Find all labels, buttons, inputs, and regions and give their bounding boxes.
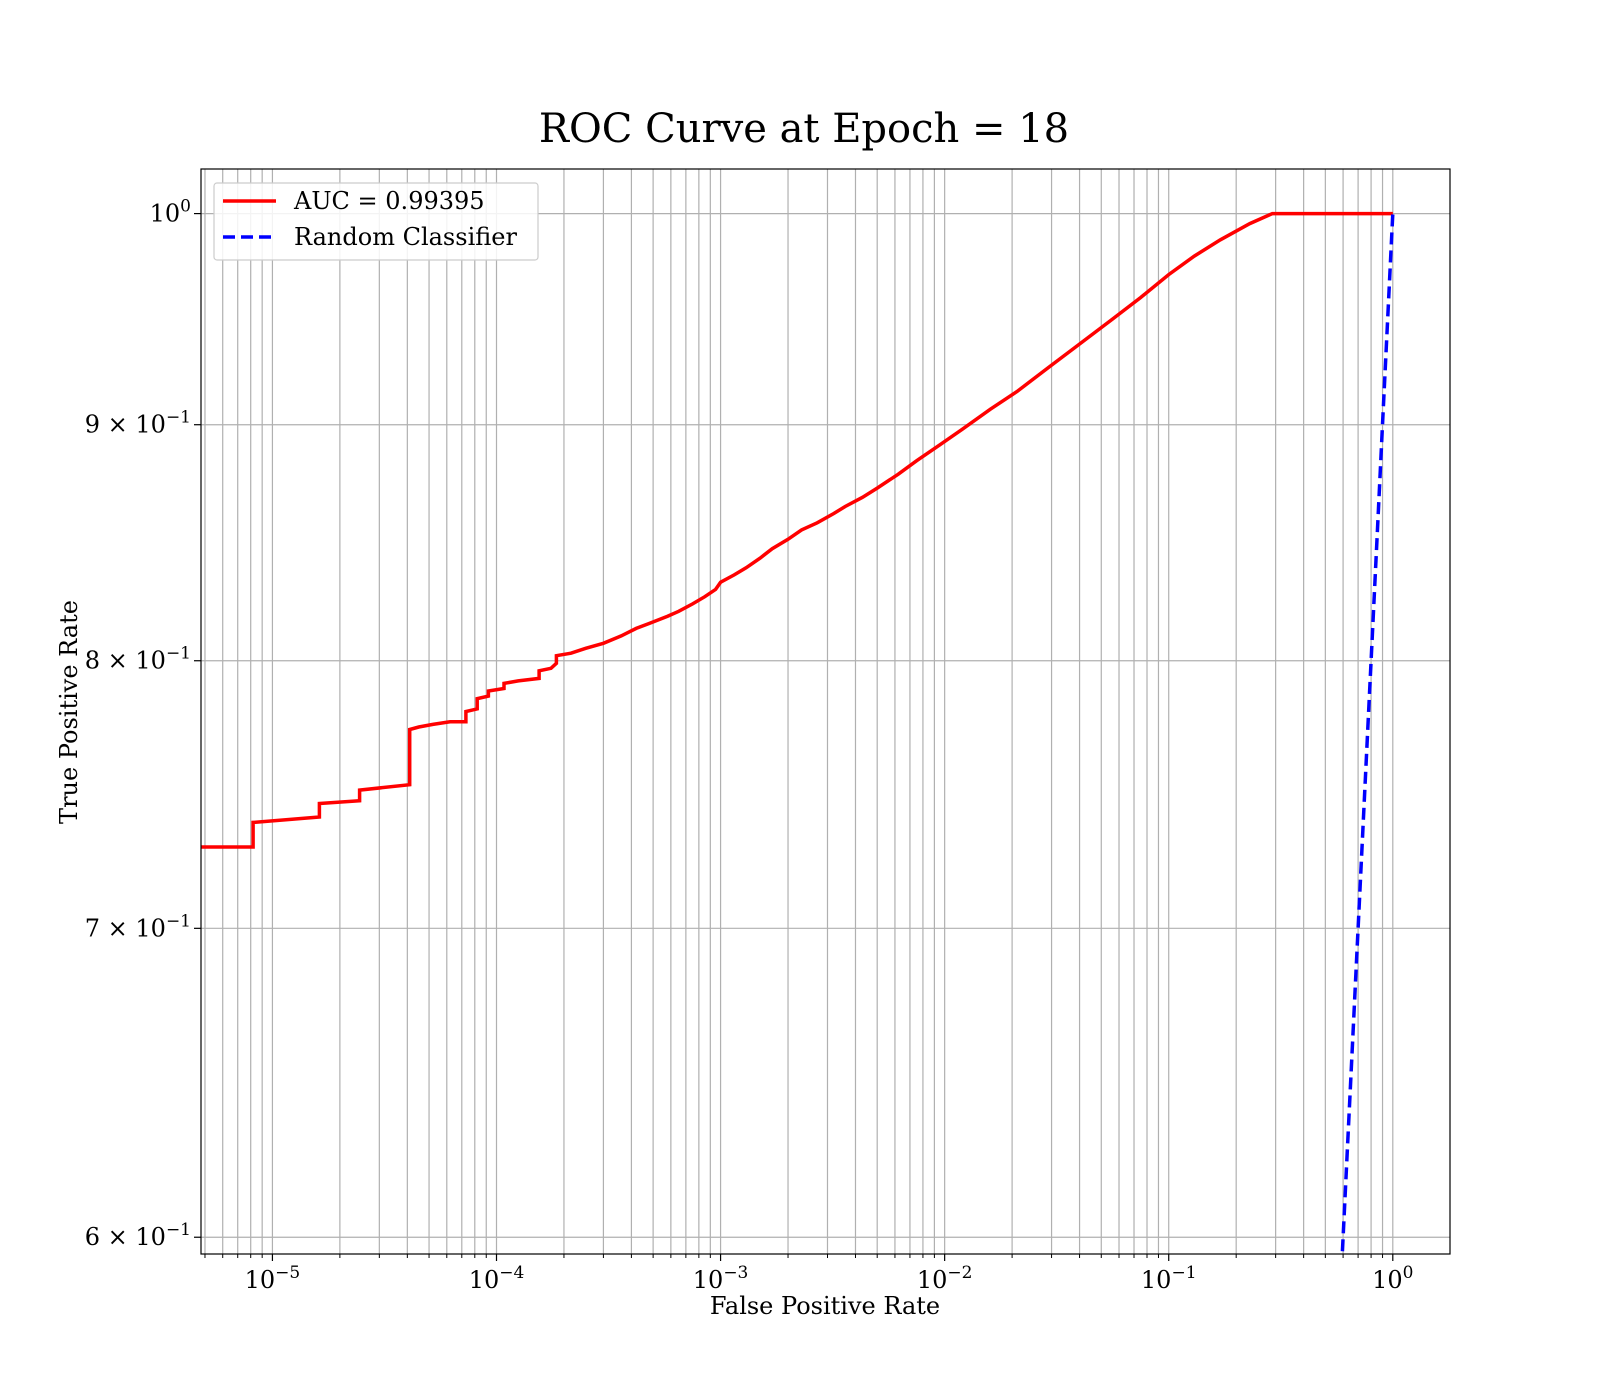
y-tick-label: 100: [150, 197, 191, 228]
series-layer: [201, 211, 1395, 1254]
grid-lines: [201, 169, 1450, 1254]
chart-title: ROC Curve at Epoch = 18: [539, 106, 1069, 152]
plot-frame: [200, 168, 1451, 1255]
x-tick-label: 10−4: [469, 1263, 525, 1294]
x-tick-label: 10−5: [245, 1263, 301, 1294]
x-tick-label: 10−2: [917, 1263, 973, 1294]
x-tick-label: 100: [1372, 1263, 1413, 1294]
y-tick-label: 8 × 10−1: [85, 644, 191, 675]
y-tick-label: 6 × 10−1: [85, 1220, 191, 1251]
legend-label-auc: AUC = 0.99395: [293, 187, 485, 215]
random-classifier-line: [1340, 213, 1395, 1254]
legend-label-random: Random Classifier: [294, 223, 517, 251]
x-tick-label: 10−3: [693, 1263, 749, 1294]
legend-box: [213, 182, 539, 261]
y-axis-label: True Positive Rate: [55, 600, 83, 824]
x-axis-label: False Positive Rate: [710, 1292, 940, 1320]
y-tick-label: 7 × 10−1: [85, 911, 191, 942]
y-axis-ticks: 6 × 10−1 7 × 10−1 8 × 10−1 9 × 10−1 100: [85, 197, 201, 1251]
x-tick-label: 10−1: [1141, 1263, 1197, 1294]
roc-curve-line: [201, 211, 1393, 849]
x-axis-ticks: 10−5 10−4 10−3 10−2 10−1 100: [204, 1254, 1413, 1294]
y-tick-label: 9 × 10−1: [85, 408, 191, 439]
legend: AUC = 0.99395 Random Classifier: [213, 182, 539, 261]
